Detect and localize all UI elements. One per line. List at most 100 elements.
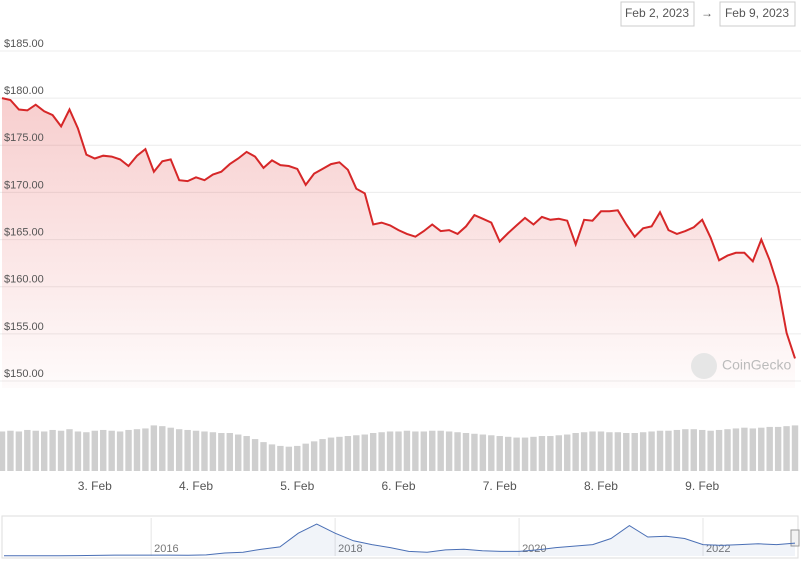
volume-bar [243,436,250,471]
watermark: CoinGecko [722,357,791,373]
volume-bar [766,426,773,471]
volume-bar [302,443,309,471]
volume-bar [412,431,419,471]
volume-bar [462,433,470,471]
volume-bar [395,431,402,471]
volume-bar [83,432,90,471]
volume-bar [226,433,233,471]
volume-bar [133,429,141,471]
x-tick-label: 7. Feb [483,479,517,493]
volume-bar [741,427,748,471]
volume-bar [277,445,284,471]
y-tick-label: $175.00 [4,132,44,144]
volume-bar [310,441,318,471]
volume-bar [361,434,368,471]
volume-bar [538,436,546,471]
volume-bar [74,431,82,471]
volume-bar [369,433,377,471]
volume-bar [66,429,73,471]
volume-bar [100,429,107,471]
volume-bar [648,431,655,471]
volume-bar [698,429,706,471]
volume-bar [521,437,529,471]
volume-bar [260,442,267,471]
volume-bar [665,430,672,471]
volume-bar [142,428,149,471]
watermark-logo [691,353,717,379]
volume-bar [268,444,276,471]
volume-bar [471,433,478,471]
y-tick-label: $165.00 [4,226,44,238]
volume-bar [116,431,124,471]
x-tick-label: 8. Feb [584,479,618,493]
volume-bar [690,429,697,471]
volume-bar [555,435,562,471]
volume-bar [791,425,799,471]
volume-bar [285,446,293,471]
volume-bar [32,430,39,471]
y-tick-label: $155.00 [4,321,44,333]
volume-bar [715,429,723,471]
volume-bar [614,432,622,471]
volume-bar [336,436,343,471]
volume-bar [353,435,360,471]
volume-bar [639,432,647,471]
volume-bar [724,429,731,471]
navigator-label: 2018 [338,543,362,555]
navigator-label: 2022 [706,543,730,555]
volume-bar [386,431,394,471]
volume-bar [783,426,790,471]
volume-bar [513,437,520,471]
volume-bar [707,430,714,471]
volume-bar [749,428,757,471]
volume-bar [774,426,782,471]
volume-bar [547,436,554,471]
y-tick-label: $170.00 [4,179,44,191]
navigator-handle[interactable] [790,529,800,547]
volume-bar [91,430,99,471]
volume-bar [673,429,681,471]
volume-bar [597,431,605,471]
volume-bar [57,430,65,471]
x-tick-label: 4. Feb [179,479,213,493]
volume-bar [454,432,461,471]
volume-bar [108,430,115,471]
x-tick-label: 6. Feb [381,479,415,493]
volume-bar [235,434,242,471]
date-separator: → [701,6,713,20]
navigator-label: 2016 [154,543,178,555]
volume-bar [184,429,191,471]
volume-bar [488,435,495,471]
volume-bar [209,432,217,471]
volume-bar [572,433,579,471]
volume-bar [656,430,664,471]
volume-bar [445,431,453,471]
volume-bar [530,436,537,471]
y-tick-label: $185.00 [4,38,44,50]
volume-bar [125,429,132,471]
volume-bar [327,437,335,471]
volume-bar [429,430,436,471]
y-tick-label: $180.00 [4,85,44,97]
volume-bar [479,434,487,471]
volume-bar [496,436,503,471]
navigator-label: 2020 [522,543,546,555]
volume-bar [251,439,259,471]
volume-bar [580,432,588,471]
volume-bar [49,429,56,471]
volume-bar [403,430,411,471]
date-to[interactable] [719,1,796,27]
x-tick-label: 5. Feb [280,479,314,493]
x-tick-label: 9. Feb [685,479,719,493]
volume-bar [7,430,14,471]
volume-bar [378,432,385,471]
volume-bar [437,430,444,471]
volume-bar [682,429,689,471]
date-from[interactable] [620,1,695,27]
volume-bar [192,430,200,471]
volume-bar [159,426,166,471]
volume-bar [344,436,352,471]
date-to-text: Feb 9, 2023 [725,6,789,20]
volume-bar [201,431,208,471]
